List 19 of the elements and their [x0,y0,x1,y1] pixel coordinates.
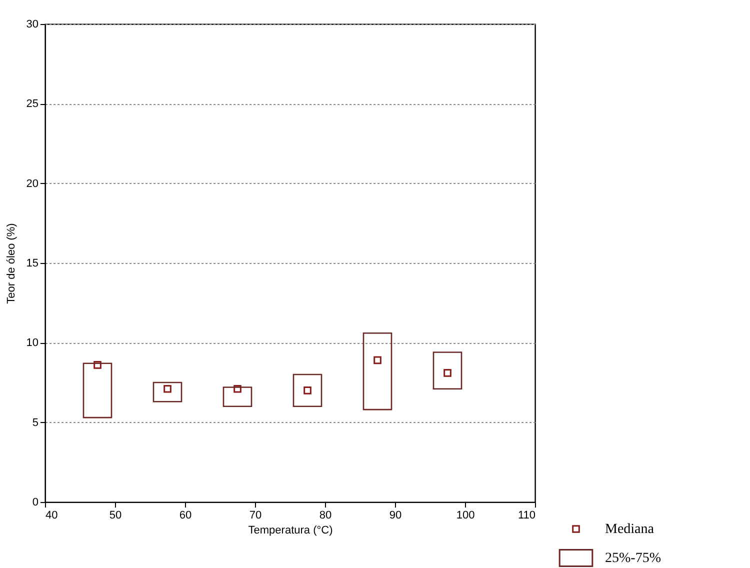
x-tick-label: 100 [456,510,475,522]
y-tick-label: 20 [26,178,38,190]
x-tick-label: 50 [109,510,122,522]
legend-label: Mediana [605,522,655,537]
x-tick-label: 40 [46,510,58,522]
y-tick-label: 0 [32,496,38,508]
y-tick-label: 15 [26,258,38,270]
x-tick-label: 70 [249,510,262,522]
legend-label: 25%-75% [605,551,662,566]
x-tick-label: 110 [518,510,536,522]
y-tick-label: 5 [32,416,38,429]
y-tick-label: 30 [26,18,38,30]
y-tick-label: 25 [26,98,38,110]
x-tick-label: 60 [179,510,192,522]
y-axis-title: Teor de óleo (%) [5,223,18,304]
y-tick-label: 10 [26,337,38,350]
x-axis-title: Temperatura (°C) [248,524,333,536]
x-tick-label: 90 [389,510,402,522]
x-tick-label: 80 [319,510,332,522]
